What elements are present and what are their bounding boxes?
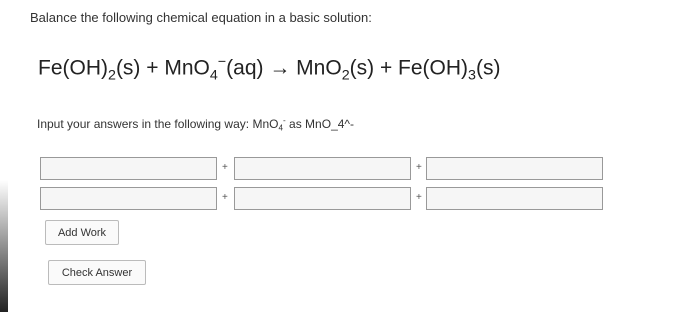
formula-segment: Fe(OH) [38, 56, 108, 80]
formula-segment: (s) [475, 56, 501, 80]
formula-segment: (s) + Fe(OH) [349, 56, 469, 80]
plus-sign: + [222, 162, 228, 173]
formula-segment: (aq) → MnO [226, 56, 342, 80]
button[interactable]: Add Work [45, 220, 119, 245]
formula-segment: as MnO_4^- [285, 116, 355, 131]
formula-segment: − [217, 54, 227, 70]
window-edge [0, 180, 8, 312]
formula-segment: (s) + MnO [115, 56, 210, 80]
formula-segment: 3 [468, 67, 476, 84]
plus-sign: + [416, 162, 422, 173]
answer-input[interactable] [234, 157, 411, 180]
plus-sign: + [222, 192, 228, 203]
formula-segment: 2 [341, 67, 350, 84]
button[interactable]: Check Answer [48, 260, 146, 285]
answer-input[interactable] [426, 187, 603, 210]
formula-segment: 2 [108, 67, 116, 84]
answer-input[interactable] [234, 187, 411, 210]
instruction: Input your answers in the following way:… [37, 116, 354, 133]
formula-segment: Input your answers in the following way:… [37, 116, 279, 131]
formula-segment: - [283, 116, 286, 125]
formula-segment: 4 [278, 123, 283, 133]
equation: Fe(OH)2(s) + MnO4−(aq) → MnO2(s) + Fe(OH… [38, 54, 500, 84]
answer-input[interactable] [40, 187, 217, 210]
prompt: Balance the following chemical equation … [30, 10, 372, 25]
plus-sign: + [416, 192, 422, 203]
formula-segment: 4 [209, 67, 218, 84]
answer-input[interactable] [426, 157, 603, 180]
answer-input[interactable] [40, 157, 217, 180]
